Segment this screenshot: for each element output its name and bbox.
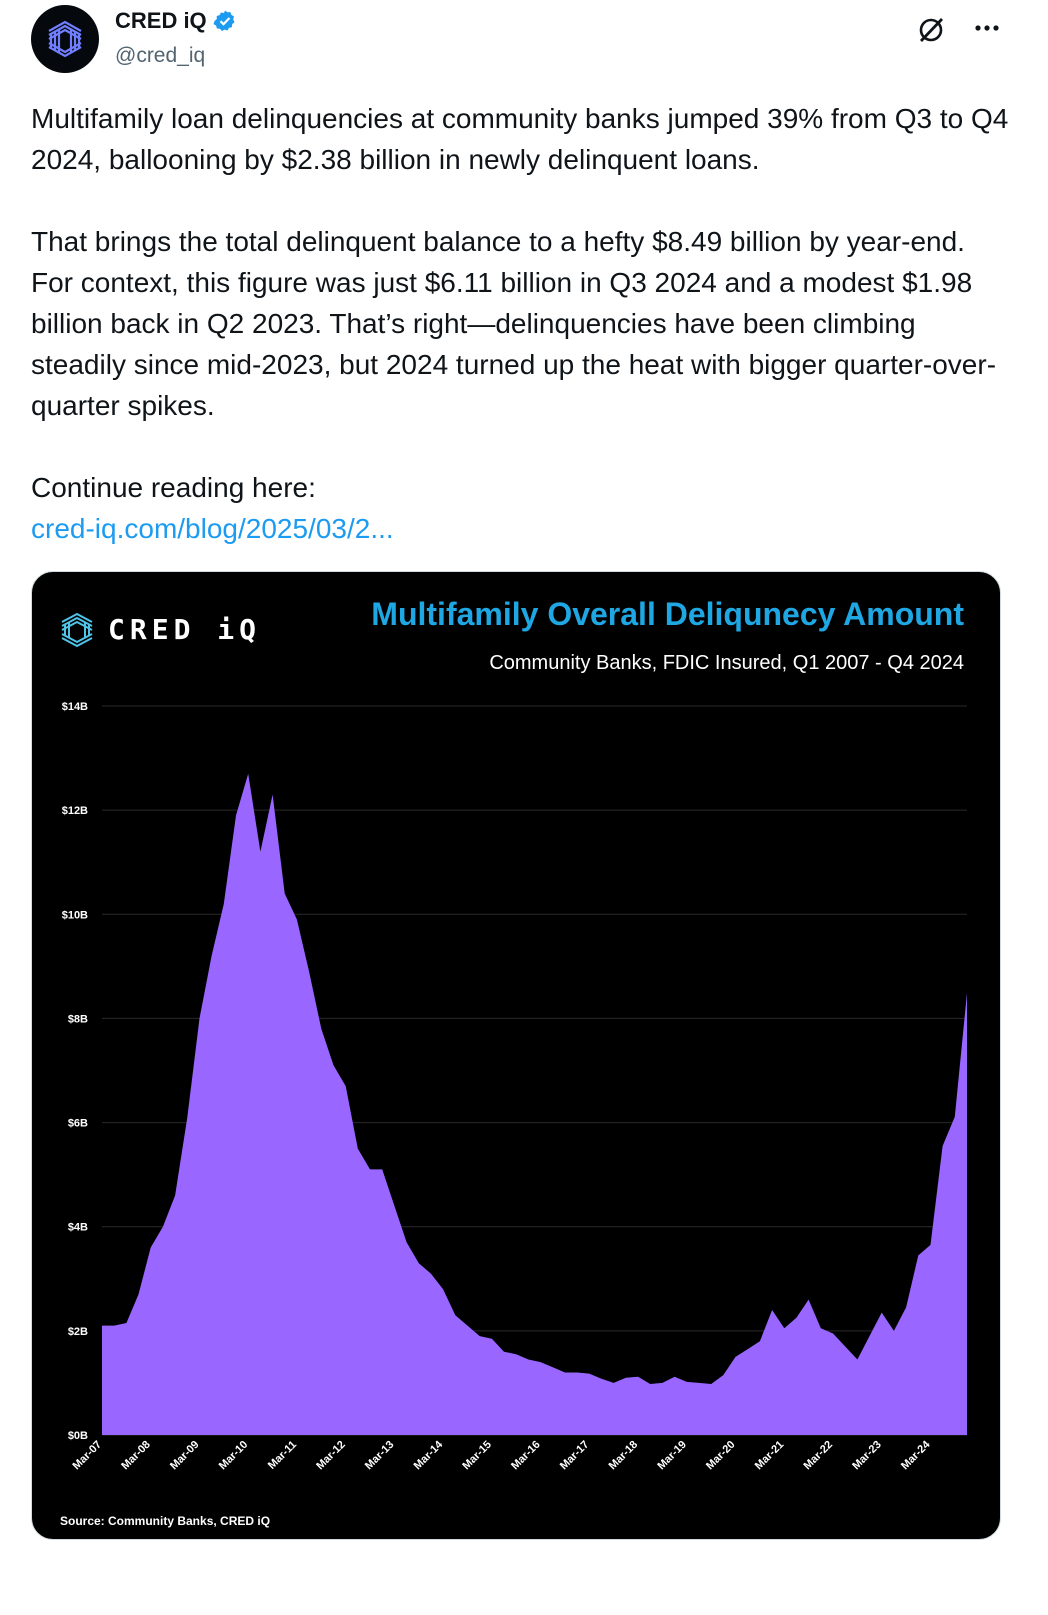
- x-tick-label: Mar-09: [168, 1439, 202, 1473]
- x-tick-label: Mar-18: [607, 1439, 641, 1473]
- chart-area: $0B $2B $4B $6B $8B $10B $12B $14B Mar-07 Mar-08 M…: [62, 701, 967, 1473]
- tweet-paragraph-1: Multifamily loan delinquencies at commun…: [31, 103, 1009, 175]
- chart-source: Source: Community Banks, CRED iQ: [60, 1514, 271, 1528]
- y-tick-label: $12B: [62, 805, 88, 817]
- y-tick-label: $14B: [62, 701, 88, 713]
- x-tick-label: Mar-17: [558, 1439, 592, 1473]
- x-tick-label: Mar-23: [850, 1439, 884, 1473]
- chart-title: Multifamily Overall Deliqunecy Amount: [371, 596, 964, 632]
- handle[interactable]: @cred_iq: [115, 44, 206, 67]
- display-name[interactable]: CRED iQ: [115, 8, 207, 33]
- cred-iq-logo-icon: [61, 612, 93, 648]
- x-tick-label: Mar-15: [460, 1439, 494, 1473]
- x-tick-label: Mar-21: [753, 1439, 787, 1473]
- x-tick-label: Mar-13: [363, 1439, 397, 1473]
- x-tick-label: Mar-07: [71, 1439, 105, 1473]
- logo-text: CRED iQ: [108, 612, 262, 646]
- tweet-paragraph-2: That brings the total delinquent balance…: [31, 226, 997, 421]
- cred-iq-logo-icon: [48, 20, 82, 58]
- chart-subtitle: Community Banks, FDIC Insured, Q1 2007 -…: [489, 652, 964, 674]
- chart-logo: CRED iQ: [60, 610, 261, 648]
- more-options-icon[interactable]: [972, 14, 1004, 46]
- series-area: [102, 773, 967, 1435]
- blog-link[interactable]: cred-iq.com/blog/2025/03/2...: [31, 513, 394, 544]
- x-tick-label: Mar-11: [266, 1439, 299, 1472]
- chart-image[interactable]: $0B $2B $4B $6B $8B $10B $12B $14B Mar-07 Mar-08 M…: [31, 571, 1001, 1540]
- y-tick-label: $2B: [68, 1326, 88, 1338]
- y-tick-label: $10B: [62, 909, 88, 921]
- y-tick-label: $0B: [68, 1430, 88, 1442]
- x-tick-label: Mar-19: [655, 1439, 689, 1473]
- name-row: CRED iQ: [115, 8, 237, 34]
- x-tick-label: Mar-12: [314, 1439, 348, 1473]
- x-tick-label: Mar-14: [412, 1438, 446, 1472]
- x-tick-label: Mar-22: [802, 1439, 836, 1473]
- avatar[interactable]: [31, 5, 99, 73]
- y-tick-label: $4B: [68, 1222, 88, 1234]
- grok-icon[interactable]: [915, 14, 947, 46]
- x-tick-label: Mar-24: [899, 1438, 933, 1472]
- y-tick-label: $6B: [68, 1118, 88, 1130]
- x-tick-label: Mar-20: [704, 1439, 738, 1473]
- verified-badge-icon: [213, 10, 235, 31]
- x-tick-label: Mar-16: [509, 1439, 543, 1473]
- x-tick-label: Mar-08: [119, 1439, 153, 1473]
- tweet-paragraph-3: Continue reading here:: [31, 472, 316, 503]
- tweet-text: Multifamily loan delinquencies at commun…: [31, 98, 1011, 549]
- y-tick-label: $8B: [68, 1013, 88, 1025]
- x-tick-label: Mar-10: [217, 1439, 251, 1473]
